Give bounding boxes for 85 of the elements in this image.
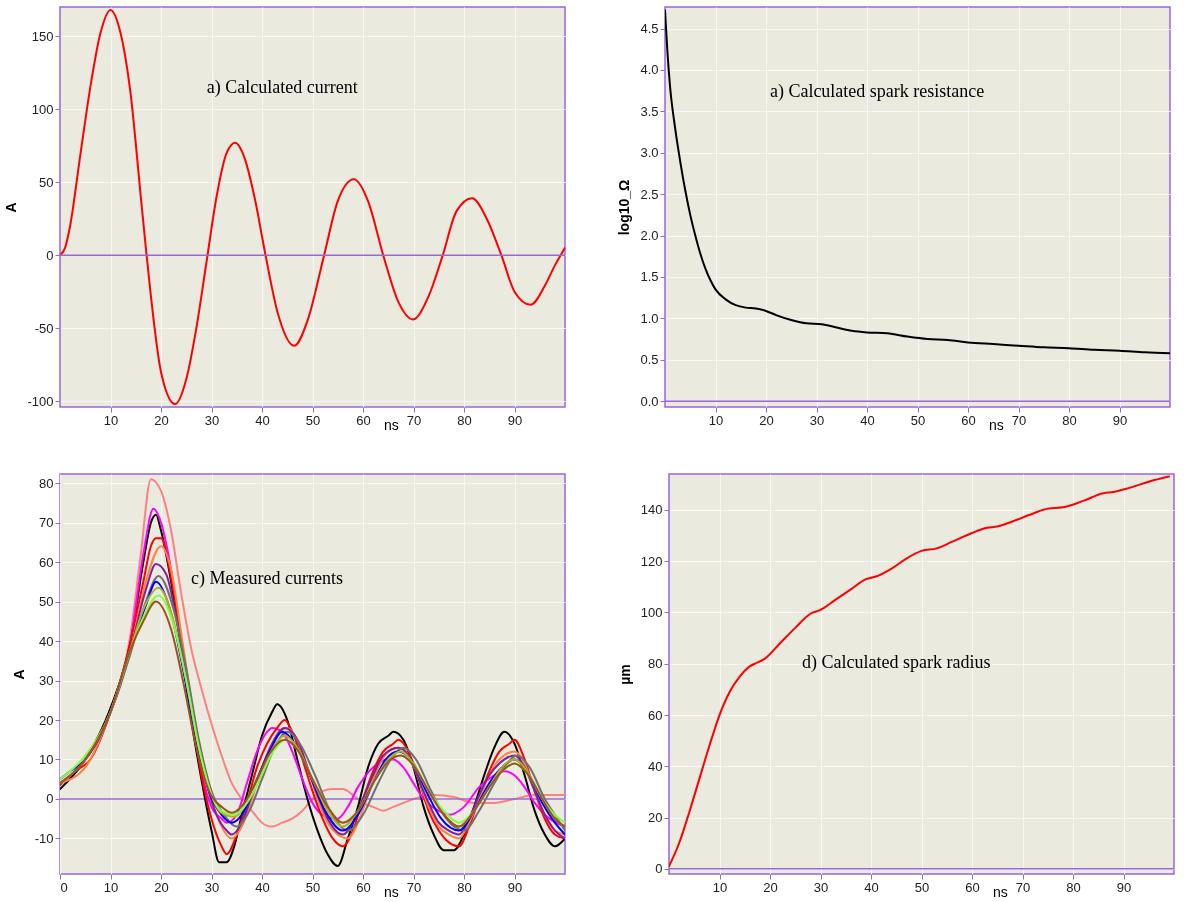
y-axis-title: A	[10, 669, 27, 680]
x-tick-label: 40	[255, 412, 270, 428]
x-tick-label: 40	[864, 879, 879, 895]
y-tick-label: 40	[39, 633, 54, 649]
x-tick-label: 10	[708, 412, 724, 428]
x-axis-title: ns	[383, 883, 399, 900]
x-axis-title: ns	[988, 416, 1004, 433]
x-tick-label: 10	[103, 879, 119, 895]
x-tick-label: 90	[1112, 412, 1128, 428]
y-tick-label: 80	[39, 475, 54, 491]
y-tick-label: -100	[27, 393, 54, 409]
y-tick-label: 1.5	[640, 269, 659, 285]
y-tick-label: 80	[648, 656, 663, 672]
x-axis-title: ns	[992, 883, 1008, 900]
x-tick-label: 60	[965, 879, 980, 895]
x-tick-label: 30	[813, 879, 829, 895]
y-tick-label: 10	[39, 751, 54, 767]
y-tick-label: 60	[39, 554, 54, 570]
y-tick-label: -50	[34, 320, 54, 336]
x-tick-label: 30	[204, 879, 220, 895]
x-tick-label: 40	[255, 879, 270, 895]
x-tick-label: 60	[356, 879, 371, 895]
x-tick-label: 90	[507, 879, 523, 895]
x-tick-label: 70	[1011, 412, 1027, 428]
x-tick-label: 10	[712, 879, 728, 895]
x-tick-label: 80	[457, 879, 472, 895]
y-tick-label: 120	[640, 553, 663, 569]
line-series	[665, 9, 1170, 355]
y-tick-label: 2.5	[640, 186, 659, 202]
x-tick-label: 20	[154, 879, 169, 895]
y-tick-label: 4.0	[640, 62, 659, 78]
x-tick-label: 30	[204, 412, 220, 428]
x-tick-label: 60	[356, 412, 371, 428]
y-tick-label: -10	[34, 830, 54, 846]
text: a) Calculated current	[206, 77, 358, 98]
text: a) Calculated spark resistance	[769, 81, 985, 102]
x-tick-label: 10	[103, 412, 119, 428]
x-tick-label: 70	[406, 412, 422, 428]
y-tick-label: 1.0	[640, 310, 659, 326]
x-tick-label: 50	[914, 879, 930, 895]
y-tick-label: 100	[640, 604, 663, 620]
y-tick-label: 20	[648, 810, 663, 826]
x-tick-label: 90	[507, 412, 523, 428]
y-tick-label: 0	[46, 247, 54, 263]
y-axis-title: A	[3, 202, 20, 213]
x-tick-label: 30	[809, 412, 825, 428]
y-tick-label: 0.0	[640, 393, 659, 409]
y-tick-label: 40	[648, 758, 663, 774]
y-tick-label: 3.5	[640, 103, 659, 119]
y-axis-title: log10_Ω	[616, 179, 633, 236]
x-tick-label: 50	[910, 412, 926, 428]
x-tick-label: 70	[406, 879, 422, 895]
y-tick-label: 50	[39, 594, 54, 610]
y-tick-label: 60	[648, 707, 663, 723]
y-tick-label: 0.5	[640, 352, 659, 368]
x-tick-label: 0	[60, 879, 68, 895]
x-axis-title: ns	[383, 416, 399, 433]
x-tick-label: 60	[961, 412, 976, 428]
y-tick-label: 0	[655, 861, 663, 877]
x-tick-label: 80	[1066, 879, 1081, 895]
line-series	[669, 475, 1170, 868]
x-tick-label: 80	[1062, 412, 1077, 428]
y-tick-label: 140	[640, 502, 663, 518]
y-tick-label: 30	[39, 673, 54, 689]
y-tick-label: 150	[31, 28, 54, 44]
y-tick-label: 70	[39, 515, 54, 531]
y-tick-label: 0	[46, 791, 54, 807]
y-tick-label: 20	[39, 712, 54, 728]
x-tick-label: 20	[759, 412, 774, 428]
x-tick-label: 50	[305, 412, 321, 428]
y-tick-label: 100	[31, 101, 54, 117]
x-tick-label: 20	[763, 879, 778, 895]
x-tick-label: 80	[457, 412, 472, 428]
y-tick-label: 3.0	[640, 145, 659, 161]
y-tick-label: 2.0	[640, 228, 659, 244]
x-tick-label: 20	[154, 412, 169, 428]
x-tick-label: 50	[305, 879, 321, 895]
x-tick-label: 90	[1116, 879, 1132, 895]
y-tick-label: 4.5	[640, 21, 659, 37]
y-axis-title: µm	[616, 664, 633, 685]
y-tick-label: 50	[39, 174, 54, 190]
text: c) Measured currents	[191, 568, 344, 589]
text: d) Calculated spark radius	[802, 652, 991, 673]
x-tick-label: 40	[860, 412, 875, 428]
x-tick-label: 70	[1015, 879, 1031, 895]
